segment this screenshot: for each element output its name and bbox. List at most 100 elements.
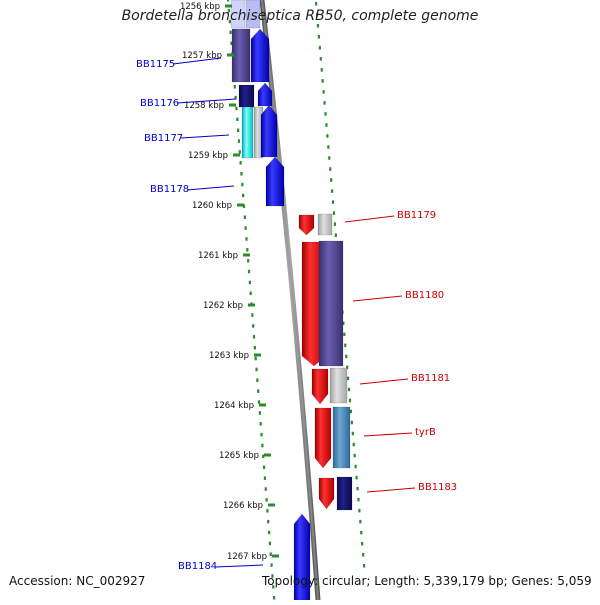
feature-partial-top bbox=[245, 0, 261, 29]
feature-arrow-tyrB bbox=[314, 407, 332, 469]
inner-dotted-guide bbox=[247, 258, 250, 263]
outer-dotted-guide bbox=[321, 79, 324, 83]
kbp-label: 1257 kbp bbox=[182, 51, 222, 61]
outer-dotted-guide bbox=[344, 343, 347, 348]
outer-dotted-guide bbox=[333, 222, 337, 226]
inner-dotted-guide bbox=[262, 465, 266, 470]
kbp-scale: 1256 kbp 1257 kbp 1258 kbp 1259 kbp 1260 kbp… bbox=[180, 2, 279, 562]
outer-dotted-guide bbox=[319, 57, 322, 61]
kbp-label: 1264 kbp bbox=[214, 401, 254, 411]
inner-dotted-guide bbox=[259, 422, 262, 426]
feature-cog-box bbox=[317, 213, 333, 236]
kbp-tick bbox=[225, 4, 232, 8]
inner-dotted-guide bbox=[240, 171, 243, 176]
outer-dotted-guide bbox=[354, 464, 357, 469]
outer-dotted-guide bbox=[347, 387, 351, 392]
kbp-tick bbox=[259, 403, 266, 407]
kbp-label: 1263 kbp bbox=[209, 351, 249, 361]
kbp-tick bbox=[248, 303, 255, 307]
kbp-label: 1260 kbp bbox=[192, 201, 232, 211]
inner-dotted-guide bbox=[227, 8, 231, 13]
kbp-label: 1261 kbp bbox=[198, 251, 238, 261]
gene-leader-bb1175 bbox=[172, 57, 222, 65]
feature-cog-box bbox=[238, 84, 255, 108]
inner-dotted-guide bbox=[246, 248, 249, 252]
kbp-tick bbox=[243, 253, 250, 257]
gene-label-bb1184: BB1184 bbox=[178, 561, 217, 572]
feature-arrow-BB1184 bbox=[293, 513, 311, 601]
inner-dotted-guide bbox=[228, 19, 231, 24]
outer-dotted-guide bbox=[363, 564, 366, 568]
gene-leader-bb1178 bbox=[186, 185, 235, 191]
gene-label-bb1181: BB1181 bbox=[411, 373, 450, 384]
outer-dotted-guide bbox=[324, 112, 327, 116]
gene-leader-bb1181 bbox=[359, 378, 409, 385]
outer-dotted-guide bbox=[315, 2, 318, 6]
kbp-label: 1262 kbp bbox=[203, 301, 243, 311]
map-title: Bordetella bronchiseptica RB50, complete… bbox=[121, 8, 479, 24]
inner-dotted-guide bbox=[266, 509, 269, 513]
kbp-label: 1266 kbp bbox=[223, 501, 263, 511]
outer-dotted-guide bbox=[325, 123, 328, 127]
outer-dotted-guide bbox=[331, 189, 334, 193]
kbp-label: 1256 kbp bbox=[180, 2, 220, 12]
gene-label-bb1176: BB1176 bbox=[140, 98, 179, 109]
outer-dotted-guide bbox=[322, 90, 325, 94]
inner-dotted-guide bbox=[257, 389, 260, 393]
inner-dotted-guide bbox=[243, 215, 246, 219]
outer-dotted-guide bbox=[323, 101, 326, 105]
inner-dotted-guide bbox=[267, 530, 271, 535]
outer-dotted-guide bbox=[331, 200, 335, 204]
outer-dotted-guide bbox=[358, 508, 361, 513]
outer-dotted-guide bbox=[349, 409, 353, 414]
gene-labels: BB1175 BB1176 BB1177 BB1178 BB1179 BB1180 BB11… bbox=[136, 57, 457, 572]
outer-dotted-guide bbox=[332, 211, 336, 215]
inner-dotted-guide bbox=[260, 432, 263, 437]
gene-leader-bb1184 bbox=[214, 564, 264, 568]
outer-dotted-guide bbox=[330, 178, 333, 182]
gene-label-bb1180: BB1180 bbox=[405, 290, 444, 301]
gene-label-bb1178: BB1178 bbox=[150, 184, 189, 195]
inner-dotted-guide bbox=[256, 378, 259, 383]
gene-leader-bb1176 bbox=[176, 98, 237, 104]
outer-dotted-guide bbox=[360, 530, 363, 535]
inner-dotted-guide bbox=[262, 454, 265, 459]
inner-dotted-guide bbox=[247, 269, 251, 274]
outer-dotted-guide bbox=[316, 24, 320, 28]
kbp-label: 1265 kbp bbox=[219, 451, 259, 461]
inner-dotted-guide bbox=[234, 95, 237, 100]
kbp-tick bbox=[264, 453, 271, 457]
kbp-tick bbox=[254, 353, 261, 357]
inner-dotted-guide bbox=[239, 161, 242, 165]
feature-cog-box bbox=[241, 106, 254, 159]
kbp-label: 1267 kbp bbox=[227, 552, 267, 562]
outer-dotted-guide bbox=[351, 431, 354, 436]
feature-arrow-BB1178 bbox=[265, 156, 285, 207]
inner-dotted-guide bbox=[258, 411, 261, 415]
inner-dotted-guide bbox=[233, 84, 236, 89]
inner-dotted-guide bbox=[252, 335, 256, 339]
inner-dotted-guide bbox=[261, 443, 264, 448]
outer-dotted-guide bbox=[348, 398, 352, 403]
feature-arrow-BB1183 bbox=[318, 477, 335, 510]
inner-dotted-guide bbox=[254, 356, 257, 361]
feature-arrow-BB1179 bbox=[298, 214, 315, 236]
outer-dotted-guide bbox=[355, 475, 358, 480]
kbp-tick bbox=[268, 503, 275, 507]
inner-dotted-guide bbox=[238, 150, 241, 154]
inner-dotted-guide bbox=[244, 226, 247, 230]
feature-arrow-BB1181 bbox=[311, 368, 329, 405]
outer-dotted-guide bbox=[317, 35, 321, 39]
inner-dotted-guide bbox=[236, 117, 239, 122]
feature-arrow-BB1175 bbox=[250, 28, 270, 83]
inner-dotted-guide bbox=[248, 280, 251, 285]
outer-dotted-guide bbox=[359, 519, 362, 524]
outer-dotted-guide bbox=[356, 486, 359, 491]
inner-dotted-guide bbox=[230, 41, 233, 45]
outer-dotted-guide bbox=[320, 68, 323, 72]
outer-dotted-guide bbox=[318, 46, 321, 50]
inner-dotted-guide bbox=[227, 0, 230, 2]
feature-partial-top bbox=[230, 0, 246, 29]
